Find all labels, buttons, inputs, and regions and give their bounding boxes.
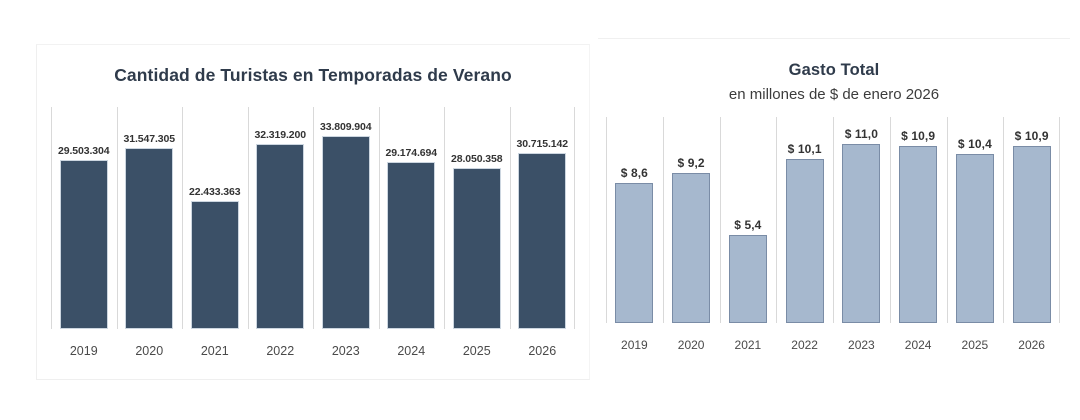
x-axis-tick-2021: 2021 <box>734 338 762 352</box>
bar-value-label: $ 5,4 <box>734 218 762 232</box>
bar-value-label: $ 10,4 <box>957 137 992 151</box>
bar-category-spending-2019[interactable]: $ 8,6 <box>606 117 663 323</box>
x-axis-tick-2020: 2020 <box>677 338 705 352</box>
bar-value-label: $ 10,9 <box>1014 129 1049 143</box>
plot-area-spending: $ 8,6 $ 9,2 $ 5,4 $ 10,1 $ 11,0 $ 10,9 $ 10,4 $… <box>598 117 1070 367</box>
x-axis-tick-2026: 2026 <box>528 344 557 358</box>
bar-category-spending-2024[interactable]: $ 10,9 <box>889 117 947 323</box>
bar[interactable] <box>125 148 174 329</box>
chart-panel-spending: Gasto Total en millones de $ de enero 20… <box>598 38 1070 374</box>
bar-category-tourists-2023[interactable]: 33.809.904 <box>313 107 379 329</box>
chart-title-spending: Gasto Total <box>788 61 880 79</box>
bar[interactable] <box>899 146 938 323</box>
bar[interactable] <box>615 183 654 323</box>
bar-value-label: $ 11,0 <box>844 127 879 141</box>
bar-category-spending-2025[interactable]: $ 10,4 <box>946 117 1004 323</box>
bar[interactable] <box>955 154 994 323</box>
bar[interactable] <box>842 144 881 323</box>
bar-group-tourists: 29.503.304 31.547.305 22.433.363 32.319.200… <box>37 107 589 373</box>
x-axis-tick-2019: 2019 <box>621 338 648 352</box>
bar-value-label: 32.319.200 <box>254 129 307 141</box>
x-axis-tick-2022: 2022 <box>266 344 295 358</box>
bar-category-tourists-2025[interactable]: 28.050.358 <box>444 107 510 329</box>
bar-value-label: 28.050.358 <box>450 153 503 165</box>
bar[interactable] <box>190 201 239 329</box>
bar[interactable] <box>672 173 711 323</box>
bar-category-tourists-2024[interactable]: 29.174.694 <box>378 107 445 329</box>
x-axis-tick-2021: 2021 <box>200 344 229 358</box>
chart-subtitle-spending: en millones de $ de enero 2026 <box>728 86 940 103</box>
bar[interactable] <box>452 168 501 329</box>
bar-value-label: 29.503.304 <box>57 145 110 157</box>
x-axis-tick-2025: 2025 <box>961 338 989 352</box>
bar[interactable] <box>256 144 305 329</box>
bar-value-label: 33.809.904 <box>319 121 372 133</box>
x-axis-tick-2019: 2019 <box>69 344 98 358</box>
x-axis-tick-2026: 2026 <box>1018 338 1045 352</box>
bar[interactable] <box>728 235 767 323</box>
bar[interactable] <box>59 160 108 329</box>
bar-category-tourists-2020[interactable]: 31.547.305 <box>116 107 183 329</box>
bar-value-label: $ 9,2 <box>677 156 705 170</box>
x-axis-tick-2023: 2023 <box>331 344 360 358</box>
bar-category-spending-2020[interactable]: $ 9,2 <box>662 117 720 323</box>
x-axis-tick-2024: 2024 <box>904 338 932 352</box>
bar-value-label: $ 8,6 <box>620 166 648 180</box>
bar-category-tourists-2021[interactable]: 22.433.363 <box>182 107 248 329</box>
bar-category-tourists-2019[interactable]: 29.503.304 <box>51 107 117 329</box>
bar-category-spending-2026[interactable]: $ 10,9 <box>1003 117 1060 323</box>
bar[interactable] <box>321 136 370 329</box>
plot-area-tourists: 29.503.304 31.547.305 22.433.363 32.319.200… <box>37 107 589 373</box>
bar-category-spending-2022[interactable]: $ 10,1 <box>776 117 833 323</box>
chart-title-tourists: Cantidad de Turistas en Temporadas de Ve… <box>114 65 512 85</box>
bar[interactable] <box>518 153 567 329</box>
bar-group-spending: $ 8,6 $ 9,2 $ 5,4 $ 10,1 $ 11,0 $ 10,9 $ 10,4 $… <box>598 117 1070 367</box>
x-axis-spending: 2019 2020 2021 2022 2023 2024 2025 2026 <box>598 323 1070 367</box>
bar-category-tourists-2022[interactable]: 32.319.200 <box>247 107 314 329</box>
x-axis-tick-2020: 2020 <box>135 344 164 358</box>
x-axis-tick-2022: 2022 <box>791 338 818 352</box>
bar[interactable] <box>785 159 824 323</box>
bar-category-spending-2021[interactable]: $ 5,4 <box>719 117 777 323</box>
bar-category-spending-2023[interactable]: $ 11,0 <box>833 117 890 323</box>
bar-value-label: $ 10,1 <box>787 142 822 156</box>
bar[interactable] <box>1012 146 1051 323</box>
bar-value-label: $ 10,9 <box>901 129 936 143</box>
x-axis-tick-2025: 2025 <box>462 344 491 358</box>
bar-value-label: 31.547.305 <box>123 133 176 145</box>
x-axis-tick-2023: 2023 <box>848 338 875 352</box>
bar-category-tourists-2026[interactable]: 30.715.142 <box>509 107 576 329</box>
bar-value-label: 22.433.363 <box>188 186 241 198</box>
chart-panel-tourists: Cantidad de Turistas en Temporadas de Ve… <box>36 44 590 380</box>
bar[interactable] <box>387 162 436 329</box>
x-axis-tick-2024: 2024 <box>397 344 426 358</box>
x-axis-tourists: 2019 2020 2021 2022 2023 2024 2025 2026 <box>37 329 589 373</box>
bar-value-label: 30.715.142 <box>516 138 569 150</box>
bar-value-label: 29.174.694 <box>385 147 438 159</box>
